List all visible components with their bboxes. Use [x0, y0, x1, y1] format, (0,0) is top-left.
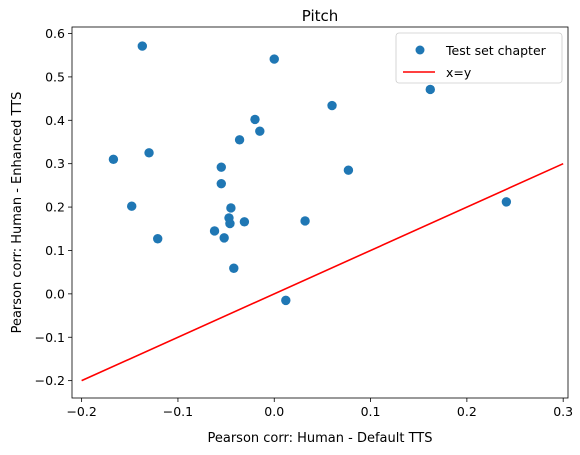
scatter-point [300, 216, 310, 226]
scatter-point [226, 203, 236, 213]
line-layer [81, 162, 564, 382]
y-tick-label: −0.1 [35, 330, 65, 345]
scatter-point [153, 234, 163, 244]
scatter-point [269, 54, 279, 64]
scatter-point [144, 148, 154, 158]
x-axis: −0.2 −0.1 0.0 0.1 0.2 0.3 [66, 398, 573, 419]
scatter-point [327, 100, 337, 111]
scatter-point [255, 126, 265, 136]
y-tick-label: 0.2 [45, 200, 65, 215]
x-tick-label: −0.1 [163, 404, 193, 419]
plot-area [71, 26, 569, 399]
legend-entry-x-equals-y: x=y [446, 65, 472, 80]
y-tick-label: 0.5 [45, 69, 65, 84]
y-tick-label: 0.1 [45, 243, 65, 258]
scatter-point [216, 162, 226, 172]
legend-marker-scatter [415, 45, 425, 55]
y-tick-label: 0.4 [45, 113, 65, 128]
y-tick-label: 0.0 [45, 286, 65, 301]
scatter-point [281, 295, 291, 306]
scatter-point [234, 135, 245, 145]
scatter-point [250, 114, 260, 125]
y-tick-label: 0.6 [45, 26, 65, 41]
legend: Test set chapter x=y [395, 32, 563, 84]
points-layer [108, 41, 512, 306]
y-axis: −0.2 −0.1 0.0 0.1 0.2 0.3 0.4 0.5 0.6 [35, 26, 72, 388]
scatter-point [108, 154, 119, 165]
x-tick-label: 0.1 [361, 404, 381, 419]
y-tick-label: 0.3 [45, 156, 65, 171]
legend-box [395, 32, 563, 84]
chart-title: Pitch [302, 7, 339, 25]
scatter-point [209, 226, 220, 236]
x-tick-label: −0.2 [66, 404, 96, 419]
x-tick-label: 0.0 [264, 404, 284, 419]
scatter-point [425, 84, 435, 95]
scatter-point [343, 165, 354, 175]
scatter-point [137, 41, 148, 51]
x-tick-label: 0.2 [457, 404, 477, 419]
scatter-point [225, 218, 235, 229]
series-line-x-equals-y [81, 162, 564, 382]
x-axis-label: Pearson corr: Human - Default TTS [207, 431, 432, 446]
scatter-point [501, 197, 512, 207]
legend-entry-test-set-chapter: Test set chapter [445, 43, 547, 58]
x-tick-label: 0.3 [553, 404, 573, 419]
scatter-point [216, 178, 226, 189]
y-axis-label: Pearson corr: Human - Enhanced TTS [10, 92, 25, 334]
y-tick-label: −0.2 [35, 373, 65, 388]
scatter-point [239, 217, 250, 227]
scatter-point [127, 201, 137, 211]
scatter-point [219, 233, 229, 243]
scatter-point [229, 263, 239, 273]
plot-frame [71, 26, 569, 399]
